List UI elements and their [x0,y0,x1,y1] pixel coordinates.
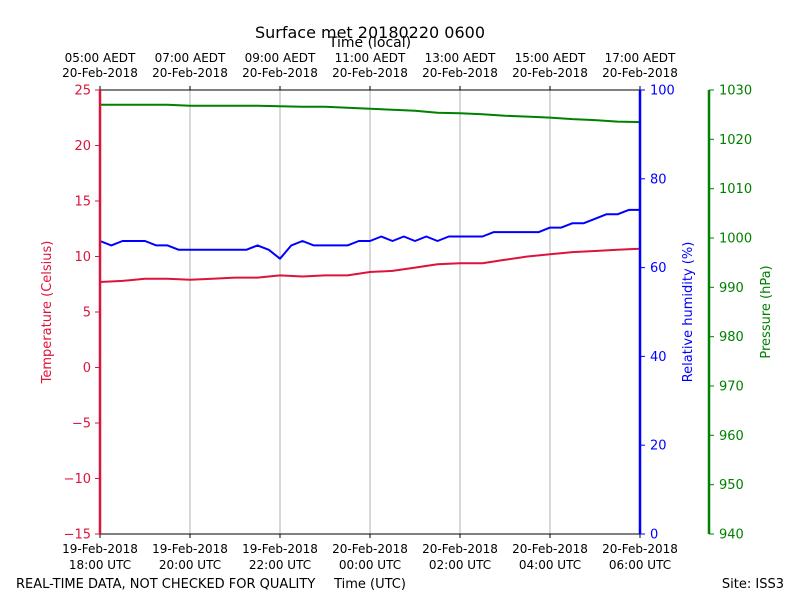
bottom-tick-date-label: 20-Feb-2018 [422,542,498,556]
pressure-axis-label: Pressure (hPa) [759,265,774,358]
pressure-tick-label: 1020 [719,133,752,148]
temperature-tick-label: 10 [74,250,91,265]
humidity-tick-label: 20 [650,439,667,454]
bottom-tick-date-label: 20-Feb-2018 [332,542,408,556]
pressure-tick-label: 1000 [719,232,752,247]
humidity-series-line [99,208,640,260]
footer-quality-note: REAL-TIME DATA, NOT CHECKED FOR QUALITY [16,577,315,592]
top-tick-time-label: 09:00 AEDT [245,51,316,65]
top-tick-time-label: 07:00 AEDT [155,51,226,65]
footer-site-label: Site: ISS3 [722,577,784,592]
pressure-tick-label: 940 [719,528,744,543]
humidity-axis-label: Relative humidity (%) [681,242,696,383]
top-tick-date-label: 20-Feb-2018 [242,66,318,80]
top-tick-date-label: 20-Feb-2018 [62,66,138,80]
bottom-tick-date-label: 19-Feb-2018 [152,542,228,556]
series-layer [99,103,641,283]
humidity-tick-label: 100 [650,84,675,99]
bottom-tick-time-label: 22:00 UTC [249,558,311,572]
top-tick-date-label: 20-Feb-2018 [152,66,228,80]
top-tick-time-label: 13:00 AEDT [425,51,496,65]
temperature-tick-label: 20 [74,139,91,154]
grid-layer [189,90,551,534]
top-tick-time-label: 15:00 AEDT [515,51,586,65]
bottom-tick-time-label: 18:00 UTC [69,558,131,572]
chart-title: Surface met 20180220 0600 [255,23,485,42]
pressure-tick-label: 980 [719,330,744,345]
humidity-tick-label: 40 [650,350,667,365]
pressure-tick-label: 990 [719,281,744,296]
temperature-tick-label: 0 [83,361,91,376]
top-tick-date-label: 20-Feb-2018 [602,66,678,80]
pressure-series-line [100,103,641,124]
bottom-tick-time-label: 20:00 UTC [159,558,221,572]
top-tick-date-label: 20-Feb-2018 [422,66,498,80]
humidity-tick-label: 80 [650,172,667,187]
temperature-tick-label: −5 [72,417,91,432]
text-layer: Surface met 20180220 0600 Time (local) T… [16,23,784,592]
bottom-tick-time-label: 02:00 UTC [429,558,491,572]
x-axis-label: Time (UTC) [333,577,406,592]
pressure-tick-label: 1010 [719,182,752,197]
top-tick-date-label: 20-Feb-2018 [512,66,588,80]
bottom-tick-time-label: 04:00 UTC [519,558,581,572]
temperature-series-line [99,247,641,283]
top-tick-time-label: 17:00 AEDT [605,51,676,65]
top-tick-date-label: 20-Feb-2018 [332,66,408,80]
pressure-tick-label: 950 [719,478,744,493]
pressure-tick-label: 1030 [719,84,752,99]
pressure-tick-label: 970 [719,380,744,395]
top-axis-label: Time (local) [328,35,411,51]
top-tick-time-label: 11:00 AEDT [335,51,406,65]
pressure-tick-label: 960 [719,429,744,444]
bottom-tick-date-label: 20-Feb-2018 [512,542,588,556]
temperature-tick-label: −15 [64,528,91,543]
bottom-tick-time-label: 06:00 UTC [609,558,671,572]
bottom-tick-date-label: 19-Feb-2018 [242,542,318,556]
temperature-tick-label: 5 [83,306,91,321]
temperature-tick-label: 25 [74,84,91,99]
bottom-tick-date-label: 19-Feb-2018 [62,542,138,556]
bottom-tick-date-label: 20-Feb-2018 [602,542,678,556]
temperature-tick-label: −10 [64,472,91,487]
top-tick-time-label: 05:00 AEDT [65,51,136,65]
temperature-tick-label: 15 [74,195,91,210]
humidity-tick-label: 0 [650,528,658,543]
humidity-tick-label: 60 [650,261,667,276]
temperature-axis-label: Temperature (Celsius) [40,241,55,385]
bottom-tick-time-label: 00:00 UTC [339,558,401,572]
